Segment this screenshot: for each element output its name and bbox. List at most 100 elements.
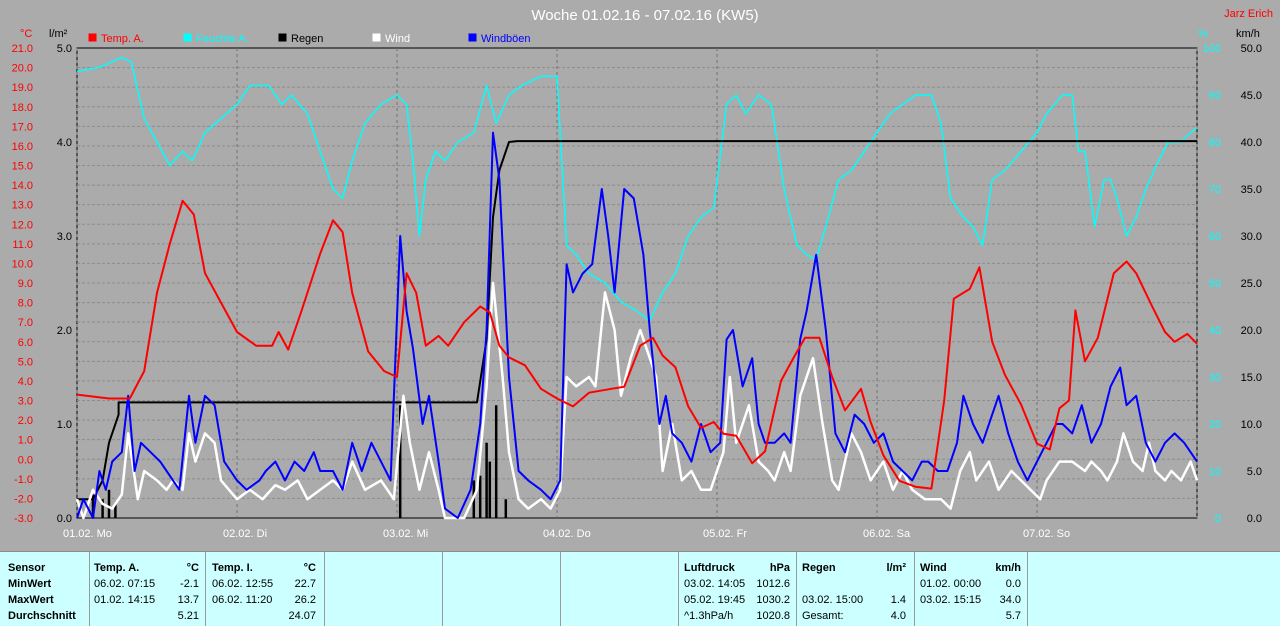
wind-tick: 15.0: [1241, 372, 1262, 384]
temp-tick: 9.0: [18, 278, 33, 290]
wind-min-value: 0.0: [1005, 578, 1021, 590]
humidity-tick: 60: [1209, 231, 1221, 243]
rain-max-time: 03.02. 15:00: [802, 594, 864, 606]
rain-tick: 0.0: [57, 513, 72, 525]
humidity-tick: 0: [1215, 513, 1221, 525]
date-tick: 01.02. Mo: [63, 528, 112, 540]
pressure-header: Luftdruck: [684, 562, 735, 574]
pressure-max-value: 1030.2: [756, 594, 790, 606]
wind-tick: 0.0: [1247, 513, 1262, 525]
wind-tick: 35.0: [1241, 184, 1262, 196]
legend-swatch: [87, 32, 98, 43]
date-tick: 02.02. Di: [223, 528, 267, 540]
temp-tick: 8.0: [18, 298, 33, 310]
pressure-unit: hPa: [769, 562, 790, 574]
rain-tick: 1.0: [57, 419, 72, 431]
temp-tick: 15.0: [12, 161, 33, 173]
stats-avg-label: Durchschnitt: [8, 610, 76, 622]
gust-line: [76, 131, 1198, 519]
humidity-tick: 100: [1203, 43, 1221, 55]
wind-avg-value: 5.7: [1005, 610, 1021, 622]
wind-tick: 50.0: [1241, 43, 1262, 55]
wind-tick: 40.0: [1241, 137, 1262, 149]
temp-a-header: Temp. A.: [94, 562, 140, 574]
stats-sensor-col: Sensor MinWert MaxWert Durchschnitt: [0, 552, 90, 626]
wind-min-time: 01.02. 00:00: [920, 578, 982, 590]
rain-tick: 3.0: [57, 231, 72, 243]
legend-label: Regen: [291, 33, 323, 45]
wind-unit-label: km/h: [1236, 28, 1260, 40]
temp-tick: 3.0: [18, 396, 33, 408]
wind-unit: km/h: [995, 562, 1021, 574]
rain-tick: 4.0: [57, 137, 72, 149]
temp-tick: 0.0: [18, 454, 33, 466]
temp-tick: 5.0: [18, 356, 33, 368]
temp-tick: 7.0: [18, 317, 33, 329]
rain-total-value: 4.0: [890, 610, 906, 622]
temp-tick: -2.0: [14, 493, 33, 505]
stats-pressure-col: Luftdruck hPa 03.02. 14:05 1012.6 05.02.…: [679, 552, 797, 626]
temperature-line: [76, 199, 1198, 490]
statistics-panel: Sensor MinWert MaxWert Durchschnitt Temp…: [0, 551, 1280, 626]
legend-label: Feuchte A.: [196, 33, 249, 45]
stats-temp-i-col: Temp. I. °C 06.02. 12:55 22.7 06.02. 11:…: [206, 552, 325, 626]
humidity-tick: 80: [1209, 137, 1221, 149]
rain-line: [77, 140, 1197, 501]
temp-a-unit: °C: [186, 562, 199, 574]
wind-tick: 30.0: [1241, 231, 1262, 243]
date-tick: 07.02. So: [1023, 528, 1070, 540]
axis-ticks: 21.0 20.0 19.0 18.0 17.0 16.0 15.0 14.0 13.0 12.0…: [12, 43, 1262, 540]
pressure-max-time: 05.02. 19:45: [684, 594, 746, 606]
rain-unit-label: l/m²: [49, 28, 68, 40]
temp-i-min-time: 06.02. 12:55: [212, 578, 274, 590]
humidity-tick: 20: [1209, 419, 1221, 431]
date-tick: 03.02. Mi: [383, 528, 428, 540]
temp-i-min-value: 22.7: [294, 578, 316, 590]
temp-tick: 20.0: [12, 63, 33, 75]
temp-tick: -1.0: [14, 474, 33, 486]
temp-tick: 18.0: [12, 102, 33, 114]
humidity-line: [76, 56, 1198, 322]
pressure-min-value: 1012.6: [756, 578, 790, 590]
wind-tick: 5.0: [1247, 466, 1262, 478]
stats-empty-col-3: [561, 552, 679, 626]
temp-tick: 6.0: [18, 337, 33, 349]
temp-tick: 10.0: [12, 258, 33, 270]
humidity-tick: 70: [1209, 184, 1221, 196]
date-tick: 04.02. Do: [543, 528, 591, 540]
legend: Temp. A. Feuchte A. Regen Wind Windböen: [87, 32, 531, 45]
stats-empty-col-2: [443, 552, 561, 626]
legend-swatch: [371, 32, 382, 43]
temp-i-max-value: 26.2: [294, 594, 316, 606]
temp-i-avg-value: 24.07: [288, 610, 316, 622]
temp-a-max-value: 13.7: [177, 594, 199, 606]
temp-tick: 16.0: [12, 141, 33, 153]
legend-swatch: [467, 32, 478, 43]
pressure-trend-label: ^1.3hPa/h: [684, 610, 734, 622]
grid: [76, 48, 1198, 518]
rain-max-value: 1.4: [890, 594, 906, 606]
temp-tick: -3.0: [14, 513, 33, 525]
wind-line: [75, 281, 1199, 520]
pressure-min-time: 03.02. 14:05: [684, 578, 746, 590]
temp-unit-label: °C: [20, 28, 32, 40]
wind-tick: 10.0: [1241, 419, 1262, 431]
rain-tick: 5.0: [57, 43, 72, 55]
temp-tick: 21.0: [12, 43, 33, 55]
temp-tick: 19.0: [12, 82, 33, 94]
temp-tick: 12.0: [12, 219, 33, 231]
temp-a-min-time: 06.02. 07:15: [94, 578, 156, 590]
rain-header: Regen: [802, 562, 836, 574]
rain-tick: 2.0: [57, 325, 72, 337]
legend-swatch: [182, 32, 193, 43]
humidity-tick: 50: [1209, 278, 1221, 290]
temp-tick: 14.0: [12, 180, 33, 192]
temp-tick: 13.0: [12, 200, 33, 212]
legend-label: Temp. A.: [101, 33, 144, 45]
wind-tick: 25.0: [1241, 278, 1262, 290]
temp-a-avg-value: 5.21: [177, 610, 199, 622]
humidity-tick: 40: [1209, 325, 1221, 337]
legend-swatch: [277, 32, 288, 43]
temp-i-unit: °C: [303, 562, 316, 574]
temp-a-min-value: -2.1: [180, 578, 199, 590]
